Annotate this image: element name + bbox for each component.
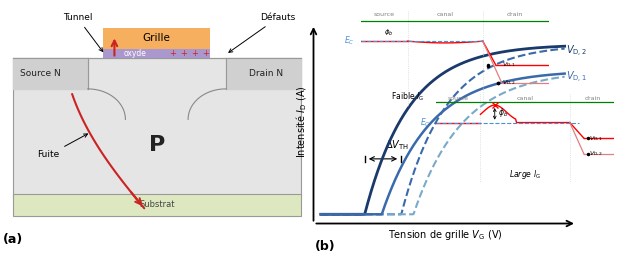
Text: $V_{\mathrm{D,2}}$: $V_{\mathrm{D,2}}$	[566, 44, 587, 59]
Polygon shape	[226, 58, 301, 89]
Text: drain: drain	[507, 12, 523, 17]
Y-axis label: Intensité $I_{\mathrm{D}}$ (A): Intensité $I_{\mathrm{D}}$ (A)	[295, 86, 309, 158]
Text: oxyde: oxyde	[124, 49, 146, 58]
Text: $V_{\mathrm{D,1}}$: $V_{\mathrm{D,1}}$	[502, 61, 516, 69]
Text: $V_{\mathrm{D,2}}$: $V_{\mathrm{D,2}}$	[589, 150, 604, 158]
Bar	[13, 58, 301, 198]
Text: $\phi_b$: $\phi_b$	[384, 27, 394, 38]
Text: source: source	[374, 12, 394, 17]
Text: Défauts: Défauts	[229, 13, 295, 52]
Text: +: +	[169, 49, 176, 58]
Text: (b): (b)	[315, 240, 335, 253]
Text: +: +	[202, 49, 209, 58]
Text: $E_C$: $E_C$	[420, 116, 430, 129]
Bar	[103, 49, 210, 58]
Text: Drain N: Drain N	[250, 69, 283, 78]
Polygon shape	[13, 58, 88, 89]
Text: $V_{\mathrm{D,1}}$: $V_{\mathrm{D,1}}$	[589, 134, 604, 142]
Text: Substrat: Substrat	[139, 200, 174, 209]
Text: Fuite: Fuite	[38, 134, 88, 160]
Text: $E_C$: $E_C$	[344, 35, 355, 47]
Text: canal: canal	[436, 12, 454, 17]
Text: (a): (a)	[3, 233, 23, 246]
Bar	[13, 194, 301, 216]
Text: $\phi_b$: $\phi_b$	[498, 106, 508, 119]
Text: Tunnel: Tunnel	[63, 13, 103, 52]
Text: +: +	[180, 49, 187, 58]
Text: $\Delta V_{\mathrm{TH}}$: $\Delta V_{\mathrm{TH}}$	[385, 139, 409, 152]
Bar	[103, 28, 210, 49]
Text: P: P	[149, 135, 165, 155]
Text: $V_{\mathrm{D,1}}$: $V_{\mathrm{D,1}}$	[566, 70, 587, 85]
Text: Faible $l_\mathrm{G}$: Faible $l_\mathrm{G}$	[391, 90, 424, 103]
Text: canal: canal	[517, 96, 534, 101]
Text: $V_{\mathrm{D,2}}$: $V_{\mathrm{D,2}}$	[502, 78, 516, 87]
Text: Source N: Source N	[21, 69, 61, 78]
Text: Large $l_\mathrm{G}$: Large $l_\mathrm{G}$	[509, 168, 541, 181]
X-axis label: Tension de grille $V_{\mathrm{G}}$ (V): Tension de grille $V_{\mathrm{G}}$ (V)	[388, 228, 502, 242]
Text: Grille: Grille	[143, 33, 171, 43]
Text: +: +	[191, 49, 198, 58]
Text: source: source	[448, 96, 468, 101]
Text: drain: drain	[585, 96, 601, 101]
